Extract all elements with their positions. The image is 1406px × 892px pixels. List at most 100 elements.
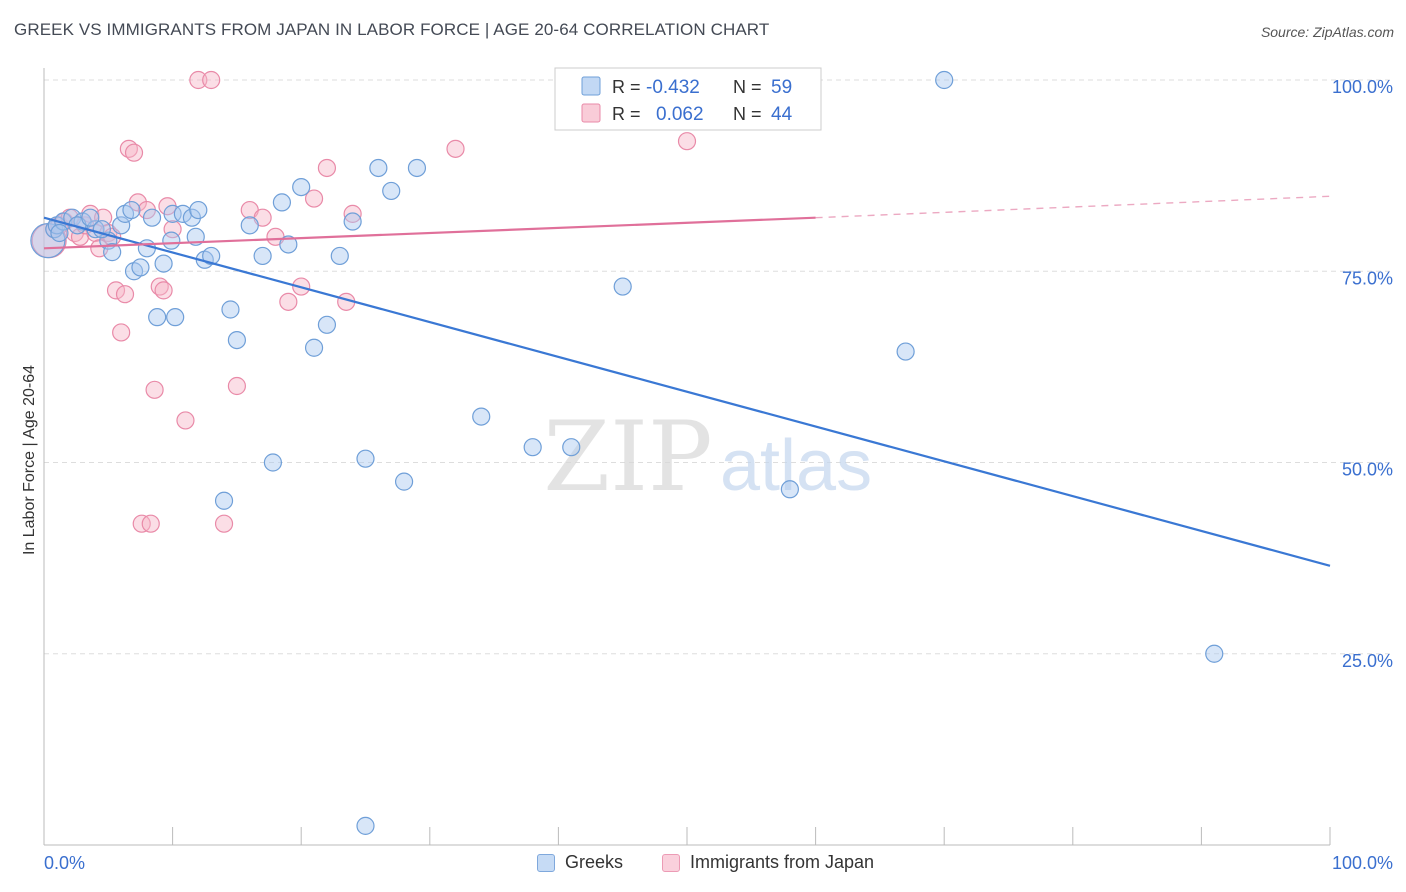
trend-line-greeks bbox=[43, 216, 1331, 567]
greeks-point bbox=[369, 158, 388, 178]
greeks-point bbox=[780, 480, 799, 499]
greeks-point bbox=[304, 338, 324, 357]
y-tick-label-50: 50.0% bbox=[1342, 460, 1393, 480]
japan-point bbox=[446, 139, 465, 158]
y-tick-label-75: 75.0% bbox=[1342, 268, 1393, 288]
series-greeks bbox=[30, 70, 1224, 835]
greeks-point bbox=[613, 277, 632, 296]
greeks-point bbox=[137, 239, 156, 258]
greeks-point bbox=[131, 258, 150, 277]
watermark-zip: ZIP bbox=[543, 401, 712, 513]
legend-item-greeks[interactable]: Greeks bbox=[537, 852, 623, 873]
japan-point bbox=[317, 158, 337, 178]
watermark-atlas: atlas bbox=[720, 426, 872, 506]
y-tick-label-25: 25.0% bbox=[1342, 651, 1393, 671]
greeks-point bbox=[562, 438, 581, 457]
trend-lines bbox=[43, 195, 1331, 567]
greeks-point bbox=[122, 200, 141, 220]
legend-item-japan[interactable]: Immigrants from Japan bbox=[662, 852, 874, 873]
y-tick-label-100: 100.0% bbox=[1332, 77, 1393, 97]
greeks-point bbox=[173, 204, 192, 223]
greeks-point bbox=[112, 216, 131, 235]
greeks-point bbox=[394, 472, 414, 491]
greeks-point bbox=[142, 208, 162, 227]
legend-swatch-japan bbox=[662, 853, 680, 872]
japan-point bbox=[343, 204, 362, 223]
greeks-point bbox=[202, 246, 221, 266]
stats-n-label-japan: N = bbox=[733, 104, 762, 124]
greeks-point bbox=[214, 491, 234, 510]
japan-point bbox=[227, 376, 246, 396]
greeks-point bbox=[253, 246, 272, 266]
greeks-point bbox=[103, 243, 122, 262]
japan-point bbox=[214, 514, 234, 533]
japan-point bbox=[279, 292, 298, 311]
greeks-point bbox=[50, 223, 69, 243]
trend-line-japan bbox=[43, 216, 816, 250]
greeks-point bbox=[162, 231, 181, 250]
greeks-point bbox=[356, 449, 375, 468]
greeks-point bbox=[272, 193, 292, 212]
greeks-point bbox=[382, 181, 401, 201]
japan-point bbox=[304, 189, 324, 208]
greeks-point bbox=[407, 158, 427, 178]
stats-n-label-greeks: N = bbox=[733, 77, 762, 97]
stats-swatch-greeks bbox=[581, 76, 601, 96]
y-tick-labels: 25.0% 50.0% 75.0% 100.0% bbox=[1332, 77, 1393, 671]
japan-point bbox=[112, 323, 131, 342]
greeks-point bbox=[1205, 644, 1224, 663]
grid-lines bbox=[44, 79, 1392, 655]
legend-label-japan: Immigrants from Japan bbox=[690, 852, 875, 872]
japan-point bbox=[141, 514, 160, 533]
greeks-point bbox=[166, 308, 185, 327]
stats-n-value-greeks: 59 bbox=[771, 77, 792, 98]
greeks-point bbox=[472, 407, 491, 426]
bottom-legend: Greeks Immigrants from Japan bbox=[0, 850, 1406, 880]
greeks-point bbox=[148, 308, 167, 327]
greeks-point bbox=[279, 235, 298, 254]
x-tick-label-max: 100.0% bbox=[1332, 853, 1393, 873]
greeks-point bbox=[240, 216, 259, 235]
stats-r-value-japan: 0.062 bbox=[656, 104, 704, 125]
greeks-point bbox=[221, 300, 240, 319]
greeks-point bbox=[292, 178, 311, 197]
japan-point bbox=[115, 285, 135, 304]
greeks-point bbox=[896, 342, 915, 361]
watermark: ZIP atlas bbox=[543, 401, 872, 513]
x-tick-label-min: 0.0% bbox=[44, 853, 85, 873]
x-ticks bbox=[43, 827, 1331, 845]
japan-point bbox=[176, 411, 195, 430]
stats-n-value-japan: 44 bbox=[771, 104, 793, 125]
greeks-point bbox=[263, 453, 283, 472]
greeks-point bbox=[227, 331, 246, 350]
chart-source: Source: ZipAtlas.com bbox=[1260, 24, 1394, 40]
stats-r-label-greeks: R = bbox=[612, 77, 641, 97]
greeks-point bbox=[163, 204, 182, 223]
legend-label-greeks: Greeks bbox=[565, 852, 624, 872]
greeks-point bbox=[343, 212, 362, 231]
greeks-point bbox=[935, 70, 954, 90]
greeks-point bbox=[81, 208, 100, 227]
greeks-point bbox=[317, 315, 337, 334]
chart-title: GREEK VS IMMIGRANTS FROM JAPAN IN LABOR … bbox=[14, 20, 770, 39]
japan-point bbox=[677, 132, 697, 151]
greeks-point bbox=[330, 246, 349, 266]
japan-point bbox=[124, 143, 144, 162]
japan-point bbox=[202, 70, 221, 90]
greeks-point bbox=[189, 200, 208, 220]
series-immigrants-from-japan bbox=[31, 70, 697, 533]
japan-point bbox=[154, 281, 173, 300]
trend-line-japan-extension bbox=[815, 195, 1331, 219]
greeks-point bbox=[154, 254, 173, 273]
stats-legend: R = -0.432 N = 59 R = 0.062 N = 44 bbox=[554, 67, 822, 131]
greeks-point bbox=[356, 816, 375, 835]
stats-swatch-japan bbox=[581, 103, 601, 123]
stats-r-value-greeks: -0.432 bbox=[646, 77, 700, 98]
japan-point bbox=[145, 380, 164, 399]
japan-point bbox=[163, 220, 182, 239]
stats-r-label-japan: R = bbox=[612, 104, 641, 124]
japan-point bbox=[106, 281, 126, 300]
japan-point bbox=[189, 70, 208, 90]
x-tick-labels: 0.0% 100.0% bbox=[44, 853, 1393, 873]
